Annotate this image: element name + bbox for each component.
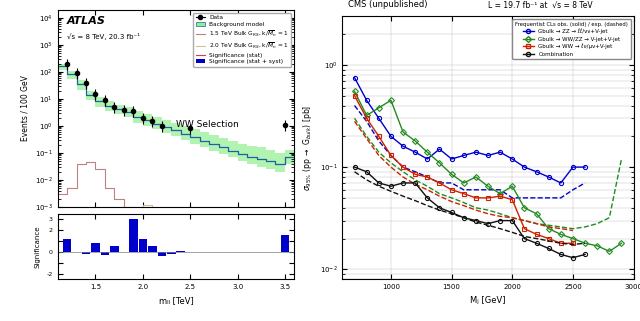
Bar [281, 235, 289, 252]
Bar [100, 252, 109, 255]
Bar [148, 247, 157, 252]
Bar [157, 252, 166, 256]
Text: ATLAS: ATLAS [67, 15, 106, 26]
Bar [177, 251, 185, 252]
X-axis label: Mⱼ [GeV]: Mⱼ [GeV] [470, 296, 506, 305]
Bar [63, 239, 71, 252]
Bar [82, 252, 90, 254]
Bar [167, 252, 175, 254]
Text: L = 19.7 fb⁻¹ at  √s = 8 TeV: L = 19.7 fb⁻¹ at √s = 8 TeV [488, 0, 593, 10]
Text: WW Selection: WW Selection [176, 120, 239, 129]
Y-axis label: Significance: Significance [35, 225, 41, 268]
Legend: Data, Background model, 1.5 TeV Bulk G$_{RS}$, k/$\overline{M}_n$ = 1, 2.0 TeV B: Data, Background model, 1.5 TeV Bulk G$_… [193, 13, 291, 67]
Text: CMS (unpublished): CMS (unpublished) [348, 0, 428, 10]
Bar [139, 239, 147, 252]
X-axis label: mₗₗ [TeV]: mₗₗ [TeV] [159, 296, 193, 305]
Text: √s = 8 TeV, 20.3 fb⁻¹: √s = 8 TeV, 20.3 fb⁻¹ [67, 33, 140, 40]
Legend: Gbulk → ZZ → ℓℓ/νν+V-jet, Gbulk → WW/ZZ → V-jet+V-jet, Gbulk → WW → ℓν/μν+V-jet,: Gbulk → ZZ → ℓℓ/νν+V-jet, Gbulk → WW/ZZ … [513, 19, 631, 59]
Bar [92, 243, 100, 252]
Y-axis label: $\sigma_{95\%}$ (pp $\rightarrow$ G$_{bulk}$) [pb]: $\sigma_{95\%}$ (pp $\rightarrow$ G$_{bu… [301, 105, 314, 191]
Bar [110, 247, 118, 252]
Bar [129, 219, 138, 252]
Y-axis label: Events / 100 GeV: Events / 100 GeV [20, 75, 29, 141]
